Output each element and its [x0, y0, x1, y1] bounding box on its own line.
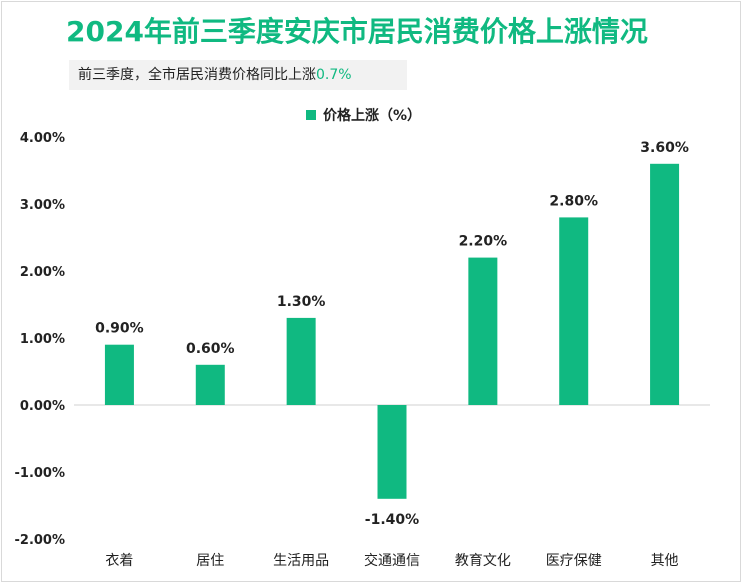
subtitle-value: 0.7%	[316, 67, 352, 83]
data-label: 2.80%	[549, 193, 598, 209]
y-tick-label: -1.00%	[15, 466, 66, 481]
y-tick-label: -2.00%	[15, 533, 66, 548]
x-tick-label: 居住	[196, 553, 224, 569]
bar	[650, 163, 680, 405]
data-labels: 0.90% 0.60% 1.30% -1.40% 2.20% 2.80% 3.60%	[95, 140, 689, 528]
data-label: 0.90%	[95, 321, 144, 337]
y-tick-label: 4.00%	[20, 131, 65, 146]
legend-swatch	[306, 110, 316, 120]
data-label: 2.20%	[459, 234, 508, 250]
x-tick-label: 其他	[651, 553, 679, 569]
x-tick-label: 医疗保健	[546, 553, 602, 569]
y-tick-label: 0.00%	[20, 399, 65, 414]
bars	[104, 163, 680, 499]
bar	[104, 344, 134, 405]
y-tick-label: 1.00%	[20, 332, 65, 347]
data-label: 3.60%	[640, 140, 689, 156]
legend: 价格上涨（%）	[306, 107, 421, 124]
y-axis: 4.00% 3.00% 2.00% 1.00% 0.00% -1.00% -2.00%	[15, 131, 66, 548]
x-tick-label: 生活用品	[273, 553, 329, 569]
x-tick-label: 交通通信	[364, 552, 420, 569]
data-label: -1.40%	[365, 512, 419, 528]
bar	[468, 257, 498, 405]
legend-label: 价格上涨（%）	[323, 107, 421, 124]
x-tick-label: 衣着	[105, 553, 133, 569]
data-label: 0.60%	[186, 341, 235, 357]
bar	[559, 217, 589, 405]
subtitle-text: 前三季度，全市居民消费价格同比上涨	[78, 67, 316, 83]
bar	[377, 405, 407, 499]
y-tick-label: 2.00%	[20, 265, 65, 280]
subtitle-box: 前三季度，全市居民消费价格同比上涨0.7%	[69, 60, 407, 90]
data-label: 1.30%	[277, 294, 326, 310]
bar	[195, 364, 225, 405]
chart-title: 2024年前三季度安庆市居民消费价格上涨情况	[66, 15, 648, 48]
y-tick-label: 3.00%	[20, 198, 65, 213]
bar	[286, 317, 316, 405]
x-tick-label: 教育文化	[455, 553, 511, 569]
x-axis: 衣着 居住 生活用品 交通通信 教育文化 医疗保健 其他	[105, 552, 678, 569]
